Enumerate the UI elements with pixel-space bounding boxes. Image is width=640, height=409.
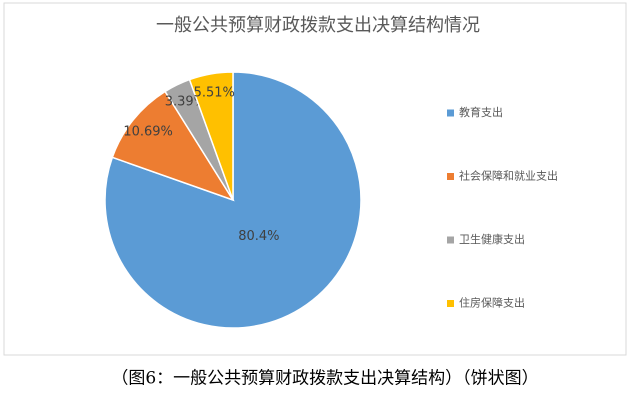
legend-label: 卫生健康支出 [459, 232, 525, 246]
legend-label: 住房保障支出 [459, 296, 525, 310]
legend-swatch [447, 109, 454, 117]
data-label: 5.51% [194, 85, 235, 100]
legend-label: 教育支出 [459, 105, 503, 119]
caption: （图6：一般公共预算财政拨款支出决算结构）（饼状图） [111, 369, 538, 389]
data-label: 10.69% [123, 124, 173, 139]
legend-swatch [447, 236, 454, 244]
legend-swatch [447, 300, 454, 307]
data-label: 80.4% [238, 229, 279, 244]
legend-label: 社会保障和就业支出 [459, 169, 558, 183]
pie-slice [111, 90, 235, 202]
chart-title: 一般公共预算财政拨款支出决算结构情况 [156, 15, 480, 36]
legend-swatch [447, 173, 454, 180]
pie-slice [188, 71, 234, 201]
